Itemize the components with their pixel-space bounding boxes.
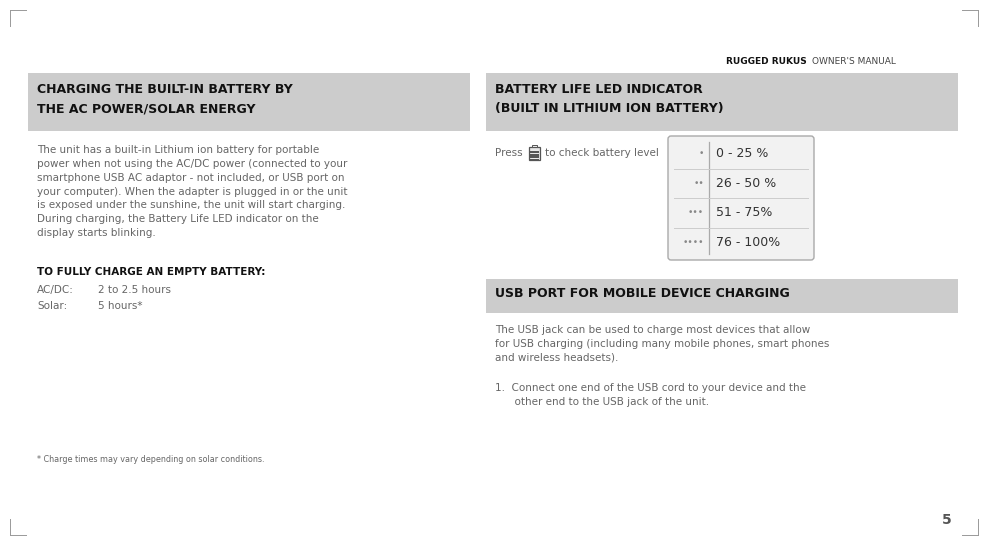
Text: 2 to 2.5 hours: 2 to 2.5 hours bbox=[98, 285, 171, 295]
Text: CHARGING THE BUILT-IN BATTERY BY: CHARGING THE BUILT-IN BATTERY BY bbox=[37, 83, 292, 96]
Text: ••••: •••• bbox=[683, 238, 704, 247]
Text: BATTERY LIFE LED INDICATOR: BATTERY LIFE LED INDICATOR bbox=[495, 83, 702, 96]
Text: The USB jack can be used to charge most devices that allow
for USB charging (inc: The USB jack can be used to charge most … bbox=[495, 325, 829, 362]
Text: ••: •• bbox=[694, 179, 704, 187]
Text: Solar:: Solar: bbox=[37, 301, 67, 311]
Text: 76 - 100%: 76 - 100% bbox=[716, 236, 781, 249]
Text: to check battery level: to check battery level bbox=[545, 148, 659, 158]
Text: 1.  Connect one end of the USB cord to your device and the
      other end to th: 1. Connect one end of the USB cord to yo… bbox=[495, 383, 806, 407]
FancyBboxPatch shape bbox=[668, 136, 814, 260]
Text: RUGGED RUKUS: RUGGED RUKUS bbox=[726, 58, 807, 66]
Bar bbox=[486, 279, 958, 313]
Text: 5: 5 bbox=[943, 513, 952, 527]
Bar bbox=[28, 73, 470, 131]
Text: TO FULLY CHARGE AN EMPTY BATTERY:: TO FULLY CHARGE AN EMPTY BATTERY: bbox=[37, 267, 266, 277]
Bar bbox=[531, 154, 538, 155]
Bar bbox=[532, 144, 537, 147]
Text: The unit has a built-in Lithium ion battery for portable
power when not using th: The unit has a built-in Lithium ion batt… bbox=[37, 145, 348, 238]
Bar bbox=[486, 73, 958, 131]
Bar bbox=[531, 159, 538, 160]
Text: (BUILT IN LITHIUM ION BATTERY): (BUILT IN LITHIUM ION BATTERY) bbox=[495, 102, 723, 115]
Bar bbox=[529, 147, 540, 160]
Text: AC/DC:: AC/DC: bbox=[37, 285, 74, 295]
Text: * Charge times may vary depending on solar conditions.: * Charge times may vary depending on sol… bbox=[37, 455, 265, 464]
Bar bbox=[531, 156, 538, 158]
Text: 0 - 25 %: 0 - 25 % bbox=[716, 147, 769, 160]
Text: 51 - 75%: 51 - 75% bbox=[716, 206, 773, 219]
Text: Press: Press bbox=[495, 148, 523, 158]
Text: THE AC POWER/SOLAR ENERGY: THE AC POWER/SOLAR ENERGY bbox=[37, 102, 256, 115]
Bar bbox=[531, 151, 538, 153]
Text: USB PORT FOR MOBILE DEVICE CHARGING: USB PORT FOR MOBILE DEVICE CHARGING bbox=[495, 287, 789, 300]
Text: •••: ••• bbox=[688, 208, 704, 217]
Text: OWNER'S MANUAL: OWNER'S MANUAL bbox=[812, 58, 896, 66]
Text: •: • bbox=[699, 149, 704, 158]
Text: 26 - 50 %: 26 - 50 % bbox=[716, 177, 777, 190]
Text: 5 hours*: 5 hours* bbox=[98, 301, 142, 311]
